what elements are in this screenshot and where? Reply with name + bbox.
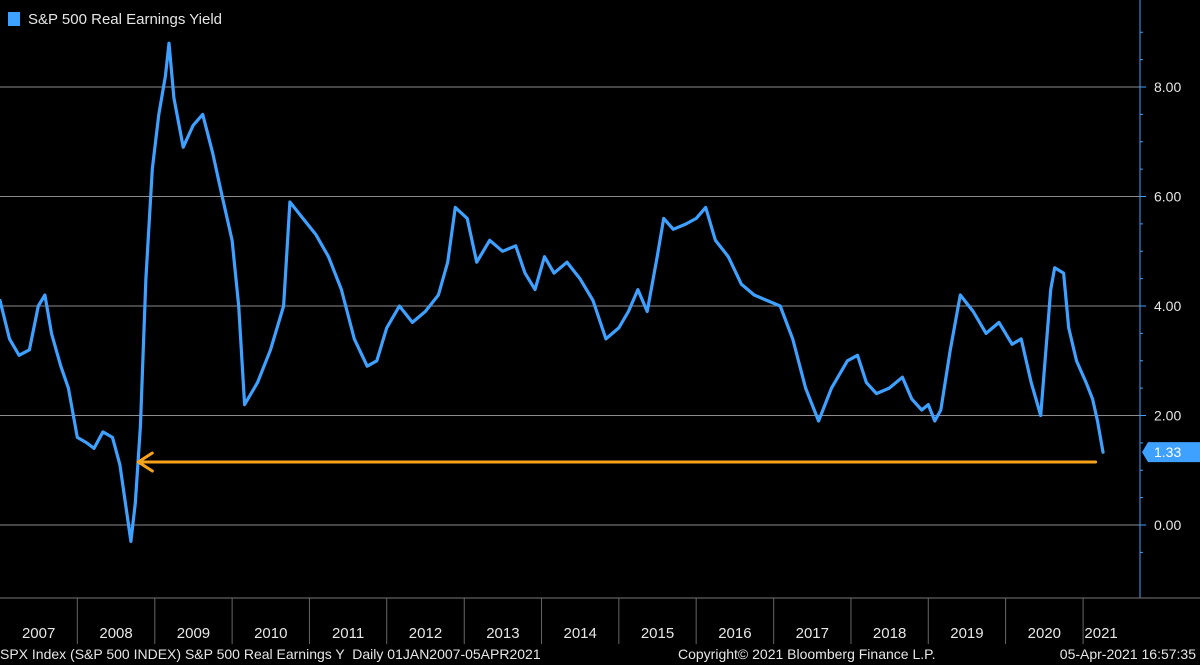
last-value-layer: 1.33 bbox=[1142, 442, 1200, 463]
x-tick-label: 2015 bbox=[641, 625, 674, 642]
x-tick-label: 2013 bbox=[486, 625, 519, 642]
last-value-label: 1.33 bbox=[1154, 444, 1181, 460]
legend-label: S&P 500 Real Earnings Yield bbox=[28, 10, 223, 28]
y-axis: 0.00 2.00 4.00 6.00 8.00 bbox=[1139, 0, 1181, 598]
y-tick-label: 0.00 bbox=[1154, 517, 1181, 533]
annotation-arrow-head bbox=[136, 451, 154, 473]
footer-bar: SPX Index (S&P 500 INDEX) S&P 500 Real E… bbox=[0, 644, 1200, 665]
y-tick-label: 4.00 bbox=[1154, 298, 1181, 314]
x-tick-label: 2021 bbox=[1084, 625, 1117, 642]
x-tick-label: 2010 bbox=[254, 625, 287, 642]
x-tick-label: 2020 bbox=[1028, 625, 1061, 642]
last-value-marker bbox=[1142, 442, 1200, 463]
x-tick-label: 2014 bbox=[564, 625, 597, 642]
x-tick-label: 2018 bbox=[873, 625, 906, 642]
grid-lines bbox=[0, 86, 1140, 526]
footer-description: SPX Index (S&P 500 INDEX) S&P 500 Real E… bbox=[0, 646, 541, 662]
footer-copyright: Copyright© 2021 Bloomberg Finance L.P. bbox=[678, 646, 936, 662]
x-tick-label: 2007 bbox=[22, 625, 55, 642]
x-tick-label: 2009 bbox=[177, 625, 210, 642]
y-tick-label: 2.00 bbox=[1154, 408, 1181, 424]
series-line bbox=[0, 41, 1105, 544]
legend: S&P 500 Real Earnings Yield bbox=[6, 6, 227, 32]
x-tick-label: 2012 bbox=[409, 625, 442, 642]
x-tick-label: 2019 bbox=[950, 625, 983, 642]
annotation-layer bbox=[136, 451, 1098, 473]
x-tick-label: 2008 bbox=[99, 625, 132, 642]
y-tick-label: 6.00 bbox=[1154, 189, 1181, 205]
x-tick-label: 2011 bbox=[332, 625, 364, 642]
x-tick-label: 2017 bbox=[796, 625, 829, 642]
x-tick-label: 2016 bbox=[718, 625, 751, 642]
x-axis: 2007 2008 2009 2010 2011 2012 2013 2014 2015 2016… bbox=[0, 597, 1200, 644]
y-tick-label: 8.00 bbox=[1154, 79, 1181, 95]
series-layer bbox=[0, 41, 1105, 544]
legend-swatch bbox=[8, 12, 20, 26]
footer-timestamp: 05-Apr-2021 16:57:35 bbox=[1059, 646, 1196, 662]
